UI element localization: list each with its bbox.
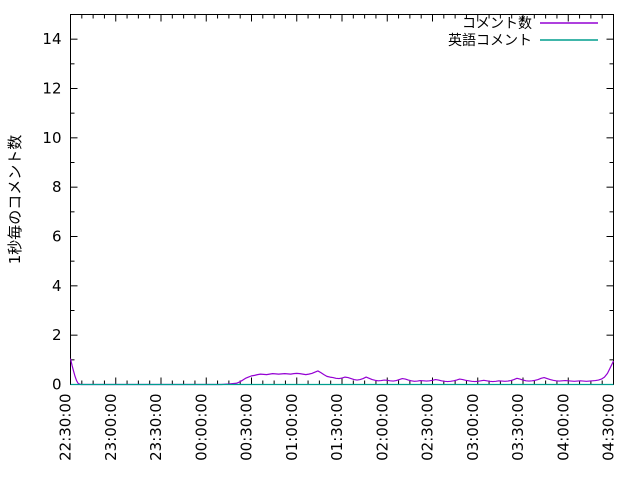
x-tick-label: 01:00:00 (283, 394, 301, 461)
y-tick-label: 4 (52, 277, 62, 295)
x-tick-label: 23:00:00 (102, 394, 120, 461)
y-axis-label: 1秒毎のコメント数 (6, 135, 24, 265)
y-axis-tick-labels: 0 2 4 6 8 10 12 14 (42, 30, 61, 393)
y-tick-label: 2 (52, 326, 62, 344)
x-tick-label: 00:00:00 (192, 394, 210, 461)
legend-label: 英語コメント (448, 32, 532, 49)
x-tick-label: 03:00:00 (464, 394, 482, 461)
y-tick-label: 6 (52, 228, 62, 246)
x-tick-label: 04:00:00 (554, 394, 572, 461)
y-tick-label: 8 (52, 178, 62, 196)
x-tick-label: 22:30:00 (57, 394, 75, 461)
x-axis-tick-labels: 22:30:00 23:00:00 23:30:00 00:00:00 00:30:00… (57, 394, 618, 461)
x-tick-label: 02:00:00 (373, 394, 391, 461)
y-axis-title: 1秒毎のコメント数 (6, 135, 24, 265)
y-tick-label: 0 (52, 376, 62, 394)
x-tick-label: 01:30:00 (328, 394, 346, 461)
series-line-1 (69, 358, 615, 386)
data-series-group (69, 358, 615, 386)
x-tick-label: 00:30:00 (238, 394, 256, 461)
y-tick-label: 14 (42, 30, 61, 48)
y-tick-label: 10 (42, 129, 61, 147)
x-tick-label: 23:30:00 (147, 394, 165, 461)
legend-label: コメント数 (462, 16, 532, 32)
y-tick-label: 12 (42, 80, 61, 98)
x-tick-label: 04:30:00 (600, 394, 618, 461)
x-tick-label: 03:30:00 (509, 394, 527, 461)
x-tick-label: 02:30:00 (419, 394, 437, 461)
